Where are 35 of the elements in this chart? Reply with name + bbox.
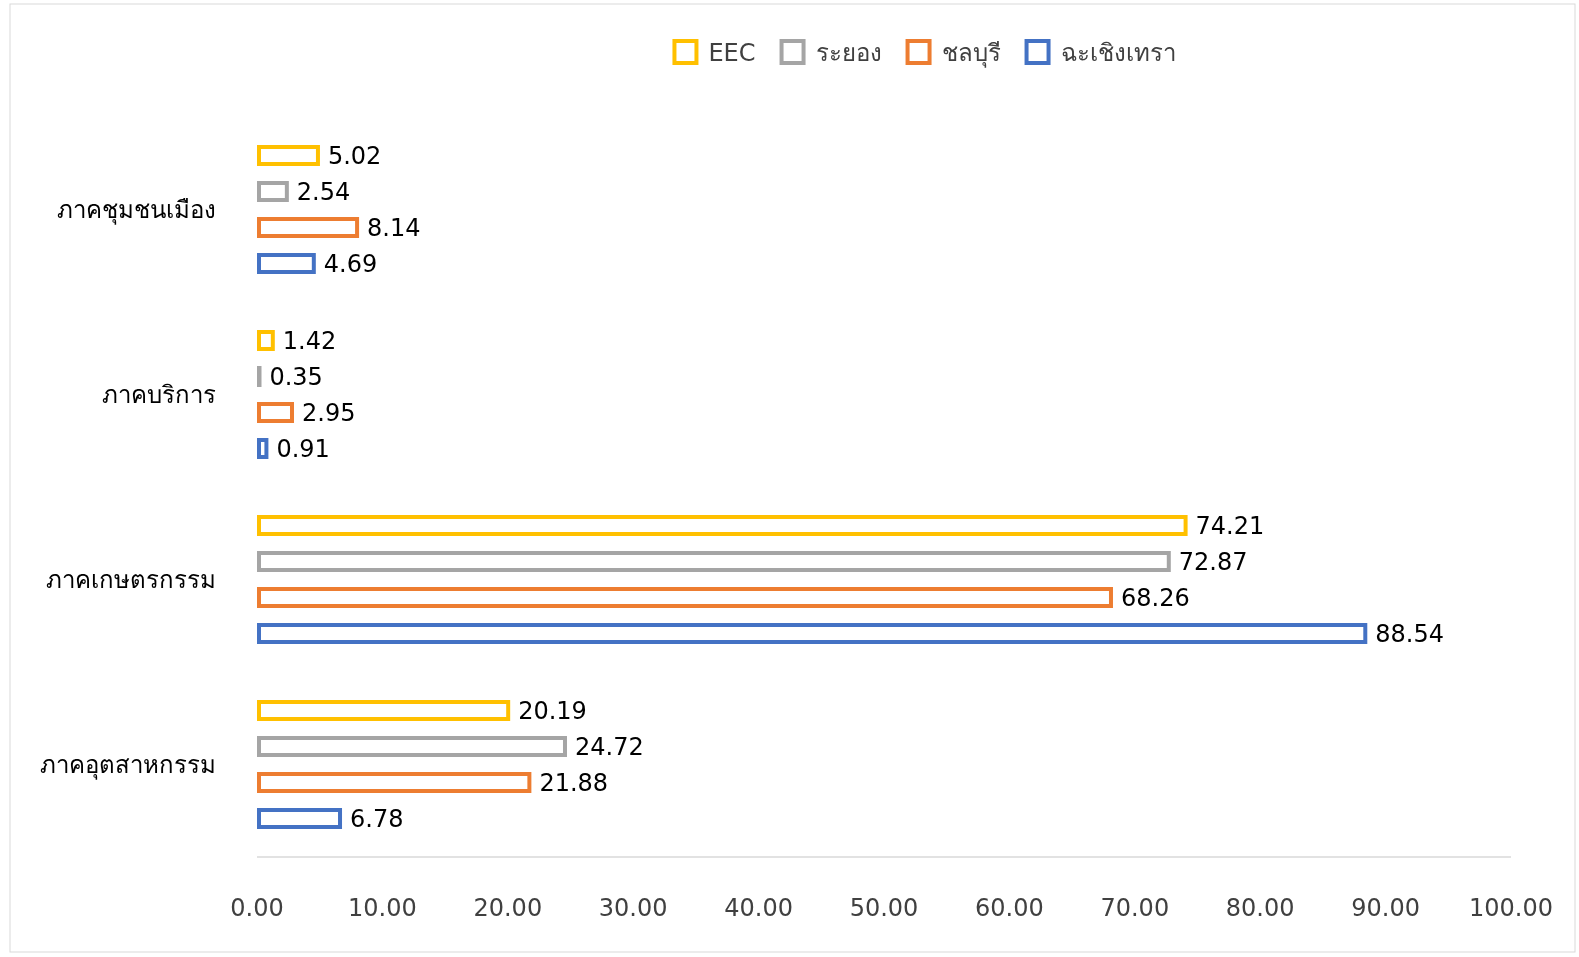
data-label: 0.91: [276, 434, 330, 463]
data-label: 5.02: [327, 141, 382, 170]
x-tick-label: 20.00: [473, 894, 543, 922]
x-tick-label: 80.00: [1225, 894, 1295, 922]
x-tick-label: 50.00: [849, 894, 919, 922]
data-label: 2.54: [296, 177, 351, 206]
category-label: ภาคชุมชนเมือง: [57, 195, 216, 224]
data-label: 68.26: [1120, 583, 1190, 612]
data-label: 1.42: [282, 326, 337, 355]
data-label: 20.19: [518, 696, 587, 725]
data-label: 2.95: [301, 398, 356, 427]
data-label: 24.72: [574, 732, 644, 761]
x-tick-label: 100.00: [1469, 894, 1553, 922]
category-label: ภาคเกษตรกรรม: [46, 565, 216, 594]
data-label: 72.87: [1178, 547, 1248, 576]
x-tick-label: 40.00: [724, 894, 793, 922]
legend-label: EEC: [708, 39, 756, 67]
category-label: ภาคบริการ: [102, 380, 216, 409]
data-label: 4.69: [323, 249, 378, 278]
x-tick-label: 90.00: [1351, 894, 1420, 922]
x-tick-label: 30.00: [598, 894, 668, 922]
x-tick-label: 10.00: [348, 894, 417, 922]
data-label: 21.88: [539, 768, 609, 797]
x-tick-label: 60.00: [975, 894, 1044, 922]
x-tick-label: 0.00: [230, 894, 284, 922]
legend-label: ฉะเชิงเทรา: [1060, 39, 1176, 67]
data-label: 88.54: [1375, 619, 1445, 648]
data-label: 74.21: [1195, 511, 1265, 540]
data-label: 6.78: [350, 804, 404, 833]
legend-label: ชลบุรี: [941, 39, 1001, 68]
data-label: 8.14: [367, 213, 421, 242]
legend-label: ระยอง: [815, 39, 882, 67]
category-label: ภาคอุตสาหกรรม: [40, 750, 216, 779]
x-tick-label: 70.00: [1100, 894, 1170, 922]
data-label: 0.35: [269, 362, 323, 391]
